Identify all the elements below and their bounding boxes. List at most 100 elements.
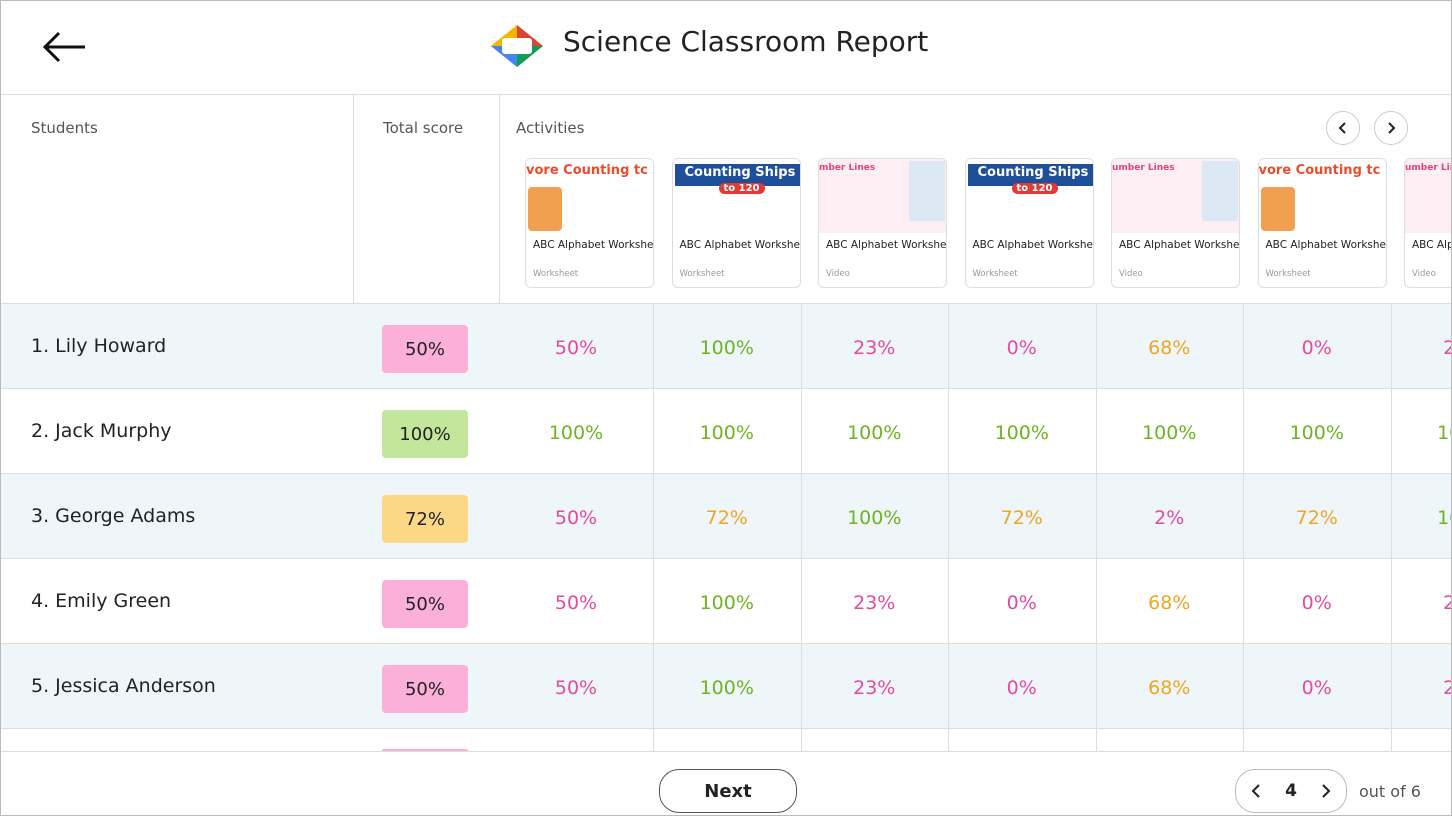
total-score: 50%: [382, 665, 468, 713]
activity-thumbnail: Counting Ships to 120: [966, 159, 1094, 233]
activity-kind: Video: [1412, 269, 1436, 279]
page-selector[interactable]: 4: [1235, 769, 1347, 813]
back-button[interactable]: [39, 27, 89, 67]
activity-score: 100%: [948, 422, 1096, 444]
thumb-title: Counting Ships: [978, 165, 1089, 180]
column-divider: [801, 304, 802, 751]
activity-score: 100%: [653, 592, 801, 614]
thumb-title: Counting Ships: [685, 165, 796, 180]
activity-thumbnail: Counting Ships to 120: [673, 159, 801, 233]
table-row: [1, 729, 1452, 751]
activity-title: ABC Alphabet Worksheet - Letter A: [826, 239, 946, 252]
thumb-image: [1261, 187, 1295, 231]
next-button[interactable]: Next: [659, 769, 797, 813]
activity-score: 100%: [499, 422, 653, 444]
activity-card: mber Lines ABC Alphabet Worksheet - Lette…: [818, 158, 947, 288]
activity-score: 23%: [801, 677, 949, 699]
activity-card: umber Lines ABC Alphabet Worksheet - Lett…: [1111, 158, 1240, 288]
column-divider: [948, 304, 949, 751]
activity-kind: Worksheet: [680, 269, 725, 279]
activity-title: ABC Alphabet Worksheet - Letter A: [1412, 239, 1452, 252]
activity-score: 100%: [653, 422, 801, 444]
activity-score: 100%: [801, 422, 949, 444]
activity-score: 100%: [801, 507, 949, 529]
student-name: 5. Jessica Anderson: [31, 675, 216, 697]
activity-title: ABC Alphabet Worksheet - Letter A: [533, 239, 653, 252]
activity-score: 50%: [499, 337, 653, 359]
activity-score: 2%: [1096, 507, 1244, 529]
activity-thumbnail: vore Counting tc: [526, 159, 654, 233]
student-name: 3. George Adams: [31, 505, 195, 527]
activity-score: 50%: [499, 677, 653, 699]
activity-card: vore Counting tc ABC Alphabet Worksheet -…: [1258, 158, 1387, 288]
current-page: 4: [1285, 781, 1297, 801]
student-name: 1. Lily Howard: [31, 335, 166, 357]
activity-score: 0%: [948, 337, 1096, 359]
activity-score: 100%: [653, 337, 801, 359]
activity-kind: Worksheet: [1266, 269, 1311, 279]
column-divider: [653, 304, 654, 751]
activity-score: 72%: [653, 507, 801, 529]
total-score: 50%: [382, 325, 468, 373]
activity-title: ABC Alphabet Worksheet - Letter A: [680, 239, 800, 252]
logo: [489, 23, 545, 69]
activity-card: umber Lines ABC Alphabet Worksheet - Lett…: [1404, 158, 1452, 288]
column-divider: [1391, 304, 1392, 751]
activity-thumbnail: vore Counting tc: [1259, 159, 1387, 233]
column-divider: [1096, 304, 1097, 751]
thumb-title: vore Counting tc: [1259, 163, 1381, 178]
activity-title: ABC Alphabet Worksheet - Letter A: [973, 239, 1093, 252]
scroll-left-button[interactable]: [1326, 111, 1360, 145]
activity-score: 0%: [1243, 337, 1391, 359]
activity-title: ABC Alphabet Worksheet - Letter A: [1266, 239, 1386, 252]
thumb-title: mber Lines: [819, 163, 875, 173]
activity-score: 0%: [948, 592, 1096, 614]
activity-score: 68%: [1096, 337, 1244, 359]
report-screen: Science Classroom Report Students Total …: [0, 0, 1452, 816]
activity-score: 0%: [1243, 677, 1391, 699]
thumb-image: [528, 187, 562, 231]
activity-card: Counting Ships to 120 ABC Alphabet Workshe…: [672, 158, 801, 288]
activity-kind: Worksheet: [533, 269, 578, 279]
column-divider: [1243, 304, 1244, 751]
thumb-title: umber Lines: [1112, 163, 1175, 173]
activity-kind: Video: [1119, 269, 1143, 279]
activity-score: 68%: [1096, 592, 1244, 614]
activity-score: 23%: [1391, 677, 1452, 699]
page-title: Science Classroom Report: [563, 25, 928, 58]
activity-score: 72%: [1243, 507, 1391, 529]
activity-score: 23%: [1391, 592, 1452, 614]
thumb-title: umber Lines: [1405, 163, 1452, 173]
page-total: out of 6: [1359, 782, 1421, 801]
thumb-image: [1202, 161, 1238, 221]
activity-thumbnail: umber Lines: [1405, 159, 1452, 233]
column-header: Activities: [516, 119, 584, 137]
column-header: Total score: [383, 119, 463, 137]
activity-score: 72%: [948, 507, 1096, 529]
activity-score: 50%: [499, 592, 653, 614]
total-score: [382, 749, 468, 751]
scroll-right-button[interactable]: [1374, 111, 1408, 145]
thumb-title: vore Counting tc: [526, 163, 648, 178]
activity-score: 100%: [1391, 507, 1452, 529]
activity-kind: Worksheet: [973, 269, 1018, 279]
activity-score: 23%: [801, 337, 949, 359]
total-score: 72%: [382, 495, 468, 543]
activity-score: 23%: [801, 592, 949, 614]
activity-card: vore Counting tc ABC Alphabet Worksheet -…: [525, 158, 654, 288]
activity-score: 68%: [1096, 677, 1244, 699]
activity-kind: Video: [826, 269, 850, 279]
activity-score: 100%: [653, 677, 801, 699]
thumb-badge: to 120: [719, 183, 765, 194]
activity-score: 100%: [1391, 422, 1452, 444]
activity-score: 0%: [948, 677, 1096, 699]
student-name: 2. Jack Murphy: [31, 420, 172, 442]
column-header: Students: [31, 119, 98, 137]
activity-thumbnail: mber Lines: [819, 159, 947, 233]
activity-title: ABC Alphabet Worksheet - Letter A: [1119, 239, 1239, 252]
activity-score: 100%: [1096, 422, 1244, 444]
student-name: 4. Emily Green: [31, 590, 171, 612]
activity-score: 100%: [1243, 422, 1391, 444]
thumb-badge: to 120: [1012, 183, 1058, 194]
total-score: 100%: [382, 410, 468, 458]
